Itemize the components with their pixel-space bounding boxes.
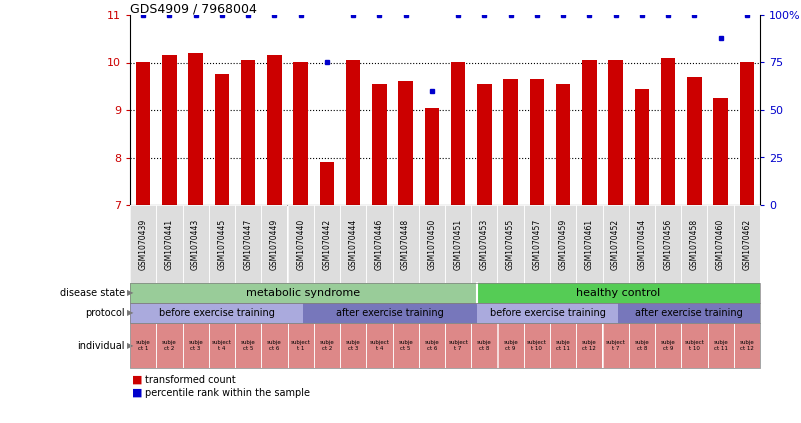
Bar xyxy=(188,53,203,205)
Bar xyxy=(634,89,649,205)
Bar xyxy=(609,60,623,205)
Text: subject
t 7: subject t 7 xyxy=(606,340,626,351)
Bar xyxy=(268,55,282,205)
Text: GSM1070442: GSM1070442 xyxy=(322,218,332,269)
Bar xyxy=(346,60,360,205)
Text: GSM1070444: GSM1070444 xyxy=(348,218,357,269)
Text: subject
t 10: subject t 10 xyxy=(527,340,547,351)
Bar xyxy=(687,77,702,205)
Text: subje
ct 11: subje ct 11 xyxy=(713,340,728,351)
Text: GSM1070460: GSM1070460 xyxy=(716,218,725,269)
Bar xyxy=(529,79,544,205)
Bar xyxy=(503,79,517,205)
Text: subje
ct 12: subje ct 12 xyxy=(582,340,597,351)
Text: ▶: ▶ xyxy=(127,288,134,297)
Text: GSM1070451: GSM1070451 xyxy=(453,218,463,269)
Bar xyxy=(714,98,728,205)
Text: subje
ct 5: subje ct 5 xyxy=(398,340,413,351)
Text: GSM1070457: GSM1070457 xyxy=(533,218,541,269)
Text: subje
ct 11: subje ct 11 xyxy=(556,340,570,351)
Text: protocol: protocol xyxy=(86,308,125,318)
Bar xyxy=(556,84,570,205)
Text: subject
t 4: subject t 4 xyxy=(212,340,231,351)
Text: GSM1070456: GSM1070456 xyxy=(663,218,673,269)
Text: GSM1070462: GSM1070462 xyxy=(743,218,751,269)
Text: subject
t 1: subject t 1 xyxy=(291,340,311,351)
Text: subje
ct 1: subje ct 1 xyxy=(135,340,151,351)
Text: subje
ct 3: subje ct 3 xyxy=(188,340,203,351)
Text: subje
ct 8: subje ct 8 xyxy=(477,340,492,351)
Text: GSM1070455: GSM1070455 xyxy=(506,218,515,269)
Text: ▶: ▶ xyxy=(127,308,134,318)
Bar xyxy=(293,63,308,205)
Text: GSM1070453: GSM1070453 xyxy=(480,218,489,269)
Text: GSM1070443: GSM1070443 xyxy=(191,218,200,269)
Bar xyxy=(215,74,229,205)
Text: before exercise training: before exercise training xyxy=(489,308,606,318)
Bar xyxy=(372,84,387,205)
Text: subje
ct 6: subje ct 6 xyxy=(267,340,282,351)
Text: subject
t 7: subject t 7 xyxy=(449,340,468,351)
Text: after exercise training: after exercise training xyxy=(336,308,444,318)
Bar xyxy=(320,162,334,205)
Text: after exercise training: after exercise training xyxy=(635,308,743,318)
Text: subje
ct 9: subje ct 9 xyxy=(661,340,675,351)
Text: subje
ct 3: subje ct 3 xyxy=(346,340,360,351)
Text: ■: ■ xyxy=(132,375,143,385)
Text: individual: individual xyxy=(78,341,125,351)
Bar xyxy=(162,55,176,205)
Text: GSM1070449: GSM1070449 xyxy=(270,218,279,269)
Text: before exercise training: before exercise training xyxy=(159,308,275,318)
Text: GSM1070446: GSM1070446 xyxy=(375,218,384,269)
Text: subje
ct 2: subje ct 2 xyxy=(162,340,177,351)
Text: ■: ■ xyxy=(132,388,143,398)
Text: subje
ct 2: subje ct 2 xyxy=(320,340,334,351)
Text: disease state: disease state xyxy=(60,288,125,298)
Text: healthy control: healthy control xyxy=(577,288,661,298)
Text: GSM1070441: GSM1070441 xyxy=(165,218,174,269)
Bar xyxy=(477,84,492,205)
Bar xyxy=(136,63,151,205)
Text: GSM1070447: GSM1070447 xyxy=(244,218,252,269)
Text: subje
ct 8: subje ct 8 xyxy=(634,340,650,351)
Text: subject
t 10: subject t 10 xyxy=(684,340,704,351)
Bar xyxy=(582,60,597,205)
Text: subje
ct 12: subje ct 12 xyxy=(739,340,755,351)
Text: subje
ct 9: subje ct 9 xyxy=(503,340,518,351)
Bar xyxy=(398,82,413,205)
Text: GSM1070458: GSM1070458 xyxy=(690,218,699,269)
Text: GDS4909 / 7968004: GDS4909 / 7968004 xyxy=(130,3,257,16)
Bar xyxy=(739,63,754,205)
Text: percentile rank within the sample: percentile rank within the sample xyxy=(145,388,310,398)
Text: GSM1070452: GSM1070452 xyxy=(611,218,620,269)
Text: GSM1070450: GSM1070450 xyxy=(428,218,437,269)
Text: subject
t 4: subject t 4 xyxy=(369,340,389,351)
Text: GSM1070459: GSM1070459 xyxy=(558,218,568,269)
Text: GSM1070445: GSM1070445 xyxy=(217,218,227,269)
Text: GSM1070461: GSM1070461 xyxy=(585,218,594,269)
Text: ▶: ▶ xyxy=(127,341,134,350)
Bar xyxy=(425,107,439,205)
Bar xyxy=(661,58,675,205)
Text: metabolic syndrome: metabolic syndrome xyxy=(247,288,360,298)
Text: GSM1070439: GSM1070439 xyxy=(139,218,147,269)
Text: subje
ct 6: subje ct 6 xyxy=(425,340,439,351)
Bar xyxy=(241,60,256,205)
Text: GSM1070454: GSM1070454 xyxy=(638,218,646,269)
Text: GSM1070448: GSM1070448 xyxy=(401,218,410,269)
Text: GSM1070440: GSM1070440 xyxy=(296,218,305,269)
Bar xyxy=(451,63,465,205)
Text: subje
ct 5: subje ct 5 xyxy=(241,340,256,351)
Text: transformed count: transformed count xyxy=(145,375,235,385)
